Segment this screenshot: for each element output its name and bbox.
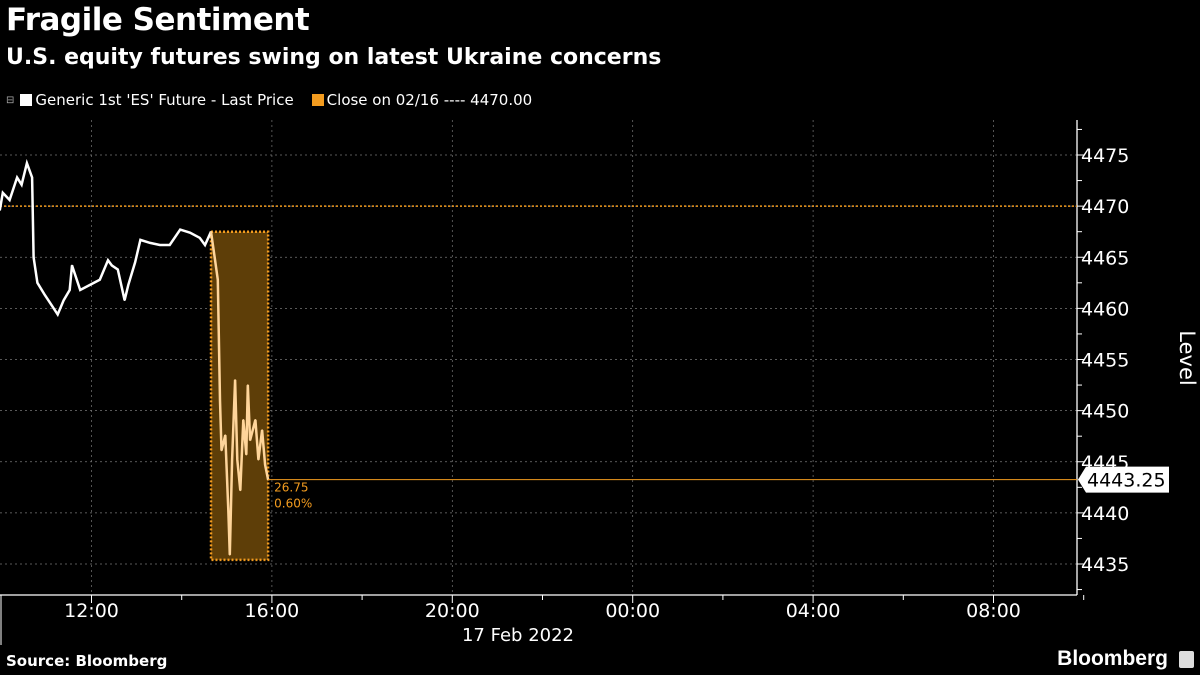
- price-point: [44, 294, 46, 296]
- change-points-label: 26.75: [274, 481, 308, 495]
- last-price-label: 4443.25: [1087, 470, 1166, 492]
- price-point: [239, 489, 242, 492]
- price-point: [139, 239, 142, 241]
- source-note: Source: Bloomberg: [6, 652, 168, 670]
- y-tick-label: 4440: [1081, 503, 1129, 525]
- price-point: [79, 289, 82, 291]
- price-point: [247, 384, 249, 386]
- price-point: [168, 244, 171, 246]
- price-point: [261, 429, 263, 431]
- price-point: [198, 237, 201, 239]
- price-point: [107, 259, 109, 262]
- price-point: [117, 268, 119, 271]
- price-line: [0, 158, 213, 318]
- chart-subtitle: U.S. equity futures swing on latest Ukra…: [6, 45, 662, 70]
- chart-title: Fragile Sentiment: [6, 2, 310, 38]
- price-point: [159, 244, 161, 246]
- price-point: [36, 282, 39, 284]
- change-percent-label: 0.60%: [274, 497, 312, 511]
- legend-label-close: Close on 02/16 ---- 4470.00: [326, 91, 533, 109]
- price-point: [71, 264, 73, 267]
- x-tick-label: 20:00: [425, 600, 480, 622]
- price-point: [229, 553, 231, 556]
- price-point: [89, 284, 91, 286]
- x-axis-label: 17 Feb 2022: [462, 625, 574, 646]
- x-tick-label: 04:00: [786, 600, 841, 622]
- price-point: [242, 419, 245, 421]
- last-price-tag: [1078, 466, 1169, 493]
- y-tick-label: 4460: [1081, 298, 1129, 320]
- price-point: [32, 256, 35, 259]
- price-point: [234, 379, 236, 381]
- legend-swatch-white: [20, 94, 33, 106]
- legend-swatch-orange: [311, 94, 324, 106]
- bloomberg-logo: Bloomberg: [1057, 647, 1168, 670]
- y-tick-label: 4435: [1081, 554, 1129, 576]
- price-point: [227, 509, 230, 511]
- y-tick-label: 4475: [1081, 145, 1129, 167]
- y-tick-label: 4450: [1081, 401, 1129, 423]
- price-point: [26, 162, 28, 164]
- price-point: [149, 242, 151, 244]
- price-point: [204, 244, 206, 246]
- price-point: [216, 278, 219, 281]
- price-point: [68, 289, 71, 291]
- price-point: [0, 209, 1, 211]
- x-tick-label: 08:00: [966, 600, 1021, 622]
- price-point: [16, 176, 18, 179]
- price-point: [189, 231, 191, 234]
- y-axis-label: Level: [1175, 330, 1199, 385]
- price-point: [2, 192, 4, 194]
- price-point: [8, 199, 11, 201]
- price-point: [224, 434, 227, 436]
- bloomberg-chart-icon: [1179, 651, 1194, 668]
- legend-label-price: Generic 1st 'ES' Future - Last Price: [35, 91, 294, 109]
- legend-item-price: Generic 1st 'ES' Future - Last Price: [20, 91, 294, 109]
- legend: ⊟ Generic 1st 'ES' Future - Last Price C…: [6, 91, 546, 109]
- price-point: [56, 313, 59, 316]
- price-point: [127, 284, 130, 286]
- price-point: [213, 257, 216, 260]
- x-tick-label: 16:00: [245, 600, 300, 622]
- price-point: [210, 230, 212, 233]
- price-point: [231, 458, 233, 461]
- price-point: [179, 228, 181, 231]
- price-point: [98, 278, 101, 281]
- price-point: [219, 399, 221, 402]
- x-tick-label: 12:00: [64, 600, 119, 622]
- price-point: [264, 464, 266, 466]
- legend-toggle-icon[interactable]: ⊟: [6, 94, 15, 106]
- price-point: [50, 304, 53, 307]
- y-tick-label: 4470: [1081, 196, 1129, 218]
- legend-item-close: Close on 02/16 ---- 4470.00: [311, 91, 533, 109]
- price-point: [31, 176, 33, 179]
- price-point: [123, 299, 126, 301]
- price-point: [20, 183, 23, 186]
- price-point: [110, 264, 113, 267]
- price-point: [257, 458, 260, 461]
- price-point: [220, 449, 223, 452]
- price-point: [249, 439, 251, 442]
- y-tick-label: 4465: [1081, 247, 1129, 269]
- y-tick-label: 4455: [1081, 350, 1129, 372]
- price-point: [62, 299, 65, 301]
- price-point: [254, 419, 257, 421]
- price-point: [245, 453, 248, 456]
- x-tick-label: 00:00: [605, 600, 660, 622]
- price-point: [236, 458, 239, 461]
- price-point: [134, 261, 136, 264]
